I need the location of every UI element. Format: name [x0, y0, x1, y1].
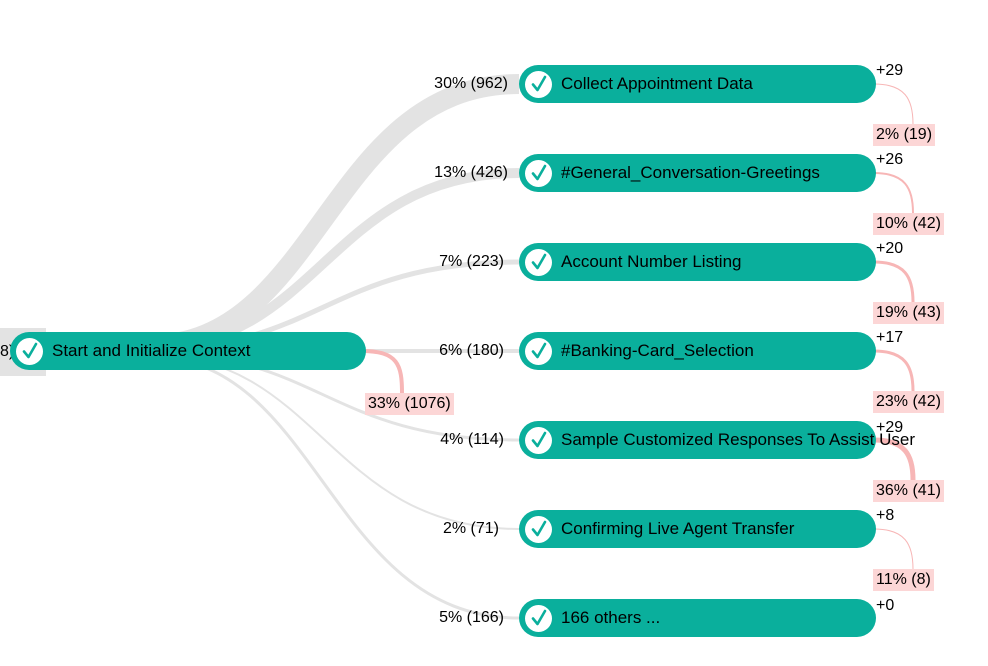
root-node-label: Start and Initialize Context	[52, 341, 251, 360]
dropoff-link	[873, 83, 914, 125]
node-banking-card-selection[interactable]: #Banking-Card_Selection	[519, 332, 876, 370]
plus-count: +8	[876, 507, 895, 524]
plus-count: +29	[876, 62, 904, 79]
dropoff-badge: 23% (42)	[873, 391, 944, 413]
root-dropoff-badge: 33% (1076)	[365, 393, 454, 415]
dropoff-link	[873, 260, 915, 303]
check-icon	[525, 604, 552, 632]
node-label: 166 others ...	[561, 608, 661, 627]
check-icon	[525, 426, 552, 454]
flow-label-others: 5% (166)	[439, 609, 504, 626]
dropoff-badge: 36% (41)	[873, 480, 944, 502]
node-sample-customized-responses[interactable]: Sample Customized Responses To Assist Us…	[519, 421, 915, 459]
node-label: #Banking-Card_Selection	[561, 341, 754, 360]
flow-label-live-agent: 2% (71)	[442, 520, 499, 537]
node-166-others[interactable]: 166 others ...	[519, 599, 876, 637]
node-label: Account Number Listing	[561, 252, 742, 271]
dropoff-link	[873, 349, 915, 392]
plus-count: +17	[876, 329, 904, 346]
dropoff-badge: 11% (8)	[873, 569, 934, 591]
dropoff-link	[361, 349, 404, 394]
flow-label-collect-appointment: 30% (962)	[434, 75, 508, 92]
node-label: Confirming Live Agent Transfer	[561, 519, 795, 538]
check-icon	[525, 159, 552, 187]
flow-label-banking-card: 6% (180)	[439, 342, 504, 359]
node-label: Sample Customized Responses To Assist Us…	[561, 430, 916, 449]
dropoff-badge: 19% (43)	[873, 302, 944, 324]
dropoff-badge: 2% (19)	[873, 124, 936, 146]
flow-label-sample-responses: 4% (114)	[440, 431, 504, 448]
node-label: Collect Appointment Data	[561, 74, 753, 93]
dropoff-link	[873, 528, 914, 570]
check-icon	[525, 515, 552, 543]
node-collect-appointment-data[interactable]: Collect Appointment Data	[519, 65, 876, 103]
dropoff-link	[873, 172, 914, 214]
plus-count: +26	[876, 151, 904, 168]
check-icon	[525, 248, 552, 276]
check-icon	[525, 70, 552, 98]
root-node[interactable]: Start and Initialize Context	[10, 332, 366, 370]
plus-count: +20	[876, 240, 904, 257]
flow-link	[149, 74, 520, 355]
dropoff-link	[873, 437, 916, 481]
node-confirming-live-agent-transfer[interactable]: Confirming Live Agent Transfer	[519, 510, 876, 548]
flow-link	[149, 355, 520, 620]
node-label: #General_Conversation-Greetings	[561, 163, 820, 182]
check-icon	[525, 337, 552, 365]
plus-count: +29	[876, 419, 904, 436]
node-general-conversation-greetings[interactable]: #General_Conversation-Greetings	[519, 154, 876, 192]
node-account-number-listing[interactable]: Account Number Listing	[519, 243, 876, 281]
flow-label-general-conversation: 13% (426)	[434, 164, 508, 181]
check-icon	[16, 337, 43, 365]
dropoff-badge: 10% (42)	[873, 213, 944, 235]
flow-label-account-number: 7% (223)	[439, 253, 504, 270]
plus-count: +0	[876, 597, 895, 614]
